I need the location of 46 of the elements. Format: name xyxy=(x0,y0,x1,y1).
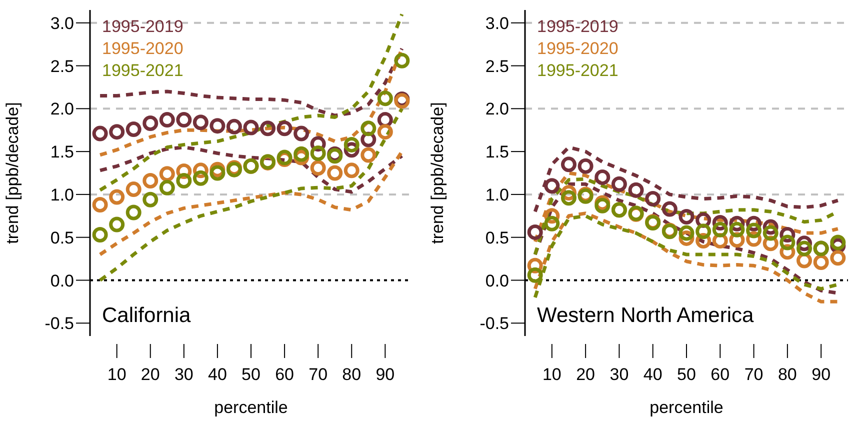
y-tick-label: 0.5 xyxy=(485,228,509,248)
x-tick-label: 80 xyxy=(342,365,362,384)
y-tick-label: 2.5 xyxy=(50,56,74,76)
x-tick-label: 30 xyxy=(610,365,629,384)
y-axis-title: trend [ppb/decade] xyxy=(3,102,22,244)
y-tick-label: 2.5 xyxy=(485,56,509,76)
text: 1995-2020 xyxy=(537,38,618,60)
text: California xyxy=(102,304,191,328)
x-tick-label: 80 xyxy=(778,365,797,384)
y-tick-label: 1.5 xyxy=(50,142,74,162)
text: Western North America xyxy=(537,304,754,328)
y-tick-label: 2.0 xyxy=(485,100,509,119)
y-tick-label: 1.5 xyxy=(485,142,509,162)
text: 1995-2019 xyxy=(102,16,184,38)
text: 1995-2019 xyxy=(537,16,618,38)
x-tick-label: 20 xyxy=(140,365,160,384)
x-tick-label: 50 xyxy=(242,365,260,384)
text: 1995-2021 xyxy=(537,60,618,82)
x-tick-label: 90 xyxy=(376,365,395,384)
x-tick-label: 20 xyxy=(576,365,596,384)
y-tick-label: 3.0 xyxy=(50,14,74,33)
x-tick-label: 10 xyxy=(542,365,562,384)
y-tick-label: 0.0 xyxy=(50,271,74,290)
x-tick-label: 50 xyxy=(677,365,696,384)
x-tick-label: 40 xyxy=(643,365,662,384)
x-tick-label: 70 xyxy=(744,365,764,384)
x-tick-label: 60 xyxy=(710,365,730,384)
x-axis-title: percentile xyxy=(650,398,724,417)
text: 1995-2021 xyxy=(102,60,184,82)
x-tick-label: 90 xyxy=(812,365,831,384)
x-tick-label: 60 xyxy=(275,365,294,384)
y-tick-label: 3.0 xyxy=(485,14,509,33)
y-tick-label: 2.0 xyxy=(50,100,74,119)
y-tick-label: 0.5 xyxy=(50,228,74,248)
x-tick-label: 10 xyxy=(107,365,126,384)
y-tick-label: -0.5 xyxy=(480,314,509,334)
y-tick-label: 1.0 xyxy=(50,185,74,204)
x-axis-title: percentile xyxy=(214,398,288,417)
x-tick-label: 70 xyxy=(308,365,328,384)
y-tick-label: 0.0 xyxy=(485,271,509,290)
x-tick-label: 40 xyxy=(208,365,227,384)
y-axis-title: trend [ppb/decade] xyxy=(428,102,448,244)
x-tick-label: 30 xyxy=(174,365,194,384)
y-tick-label: 1.0 xyxy=(485,185,509,204)
y-tick-label: -0.5 xyxy=(44,314,74,334)
text: 1995-2020 xyxy=(102,38,184,60)
